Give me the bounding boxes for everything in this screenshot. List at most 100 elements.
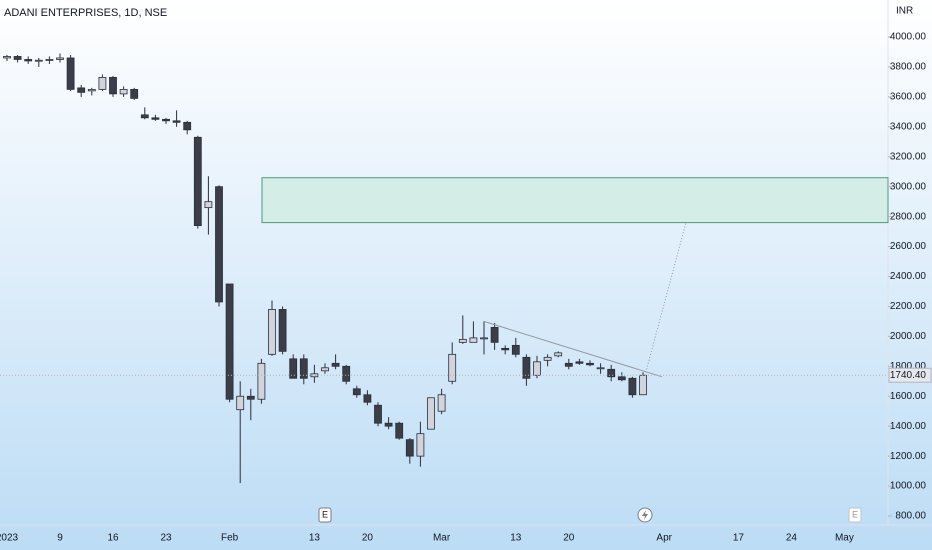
candle-body <box>384 422 393 427</box>
candle-body <box>554 352 563 357</box>
last-price-box <box>888 367 932 383</box>
candle-body <box>617 376 626 381</box>
candle-body <box>374 404 382 424</box>
x-tick-label: 16 <box>107 533 119 544</box>
y-tick-label: 3600.00 <box>890 92 927 103</box>
y-tick-label: 2200.00 <box>890 301 927 312</box>
candle-body <box>448 353 457 382</box>
candle-body <box>162 118 170 122</box>
event-icon[interactable]: E <box>318 507 332 523</box>
x-tick-label: Apr <box>656 533 672 544</box>
x-tick-label: Mar <box>433 533 451 544</box>
y-tick-label: 2000.00 <box>890 331 927 342</box>
zone <box>261 177 889 224</box>
candle-body <box>437 394 446 412</box>
x-tick-label: 20 <box>563 533 575 544</box>
candle-body <box>24 59 33 62</box>
candle-body <box>533 361 541 376</box>
candle-body <box>34 59 43 62</box>
candle-body <box>257 362 266 400</box>
x-tick-label: 23 <box>160 533 172 544</box>
candle-body <box>363 394 372 403</box>
candle-body <box>480 337 488 340</box>
y-tick-label: 3200.00 <box>890 151 927 162</box>
y-tick-label: 1600.00 <box>890 391 927 402</box>
candle-body <box>395 422 404 439</box>
candle-body <box>151 117 160 120</box>
y-tick-label: 4000.00 <box>890 32 927 43</box>
icon-frame <box>318 507 332 523</box>
candle-body <box>543 356 552 361</box>
y-tick-label: 1200.00 <box>890 451 927 462</box>
icon-text: E <box>322 509 328 519</box>
candle-body <box>501 347 510 351</box>
candle-body <box>204 201 213 209</box>
y-tick-label: 3800.00 <box>890 62 927 73</box>
candle-body <box>575 361 584 364</box>
candle-body <box>331 362 340 367</box>
x-tick-label: 2023 <box>0 533 19 544</box>
y-tick-label: 800.00 <box>895 511 926 522</box>
candle-body <box>299 358 308 379</box>
candle-body <box>490 326 499 343</box>
icon-text: E <box>852 509 858 519</box>
candle-body <box>405 439 414 457</box>
candle-body <box>628 377 637 396</box>
candle-body <box>458 338 467 343</box>
candle-body <box>130 88 139 99</box>
dividend-icon[interactable] <box>637 507 653 523</box>
x-tick-label: 9 <box>57 533 63 544</box>
candle-body <box>56 57 64 60</box>
candle-body <box>586 362 594 366</box>
x-tick-label: 13 <box>309 533 321 544</box>
candle-body <box>183 121 192 131</box>
candle-body <box>321 367 329 372</box>
x-tick-label: 20 <box>362 533 374 544</box>
candle-body <box>246 395 255 400</box>
candle-body <box>193 136 202 227</box>
y-axis-label: INR <box>896 6 913 17</box>
chart-title: ADANI ENTERPRISES, 1D, NSE <box>4 7 167 19</box>
candle-body <box>639 374 647 396</box>
candle-body <box>268 309 276 355</box>
x-tick-label: 24 <box>786 533 798 544</box>
candle-body <box>522 356 531 379</box>
candle-body <box>98 77 107 90</box>
candle-body <box>236 395 245 411</box>
y-tick-label: 2600.00 <box>890 241 927 252</box>
icon-frame <box>848 507 862 523</box>
candle-body <box>3 56 11 59</box>
candle-body <box>140 114 149 119</box>
y-tick-label: 3400.00 <box>890 121 927 132</box>
candle-body <box>13 56 22 60</box>
candle-body <box>172 120 181 123</box>
y-tick-label: 1000.00 <box>890 481 927 492</box>
trendline <box>483 320 663 378</box>
candle-body <box>66 57 75 90</box>
candle-body <box>45 59 54 61</box>
last-price-label: 1740.40 <box>890 370 927 381</box>
candle-body <box>109 77 117 95</box>
y-tick-label: 3000.00 <box>890 181 927 192</box>
candle-body <box>427 397 435 430</box>
candle-body <box>607 368 616 378</box>
candle-body <box>289 358 298 379</box>
x-tick-label: 13 <box>510 533 522 544</box>
candle-body <box>77 87 86 93</box>
y-tick-label: 2800.00 <box>890 211 927 222</box>
y-tick-label: 2400.00 <box>890 271 927 282</box>
candle-body <box>278 309 287 352</box>
candle-body <box>87 88 96 92</box>
x-tick-label: May <box>835 533 854 544</box>
candle-body <box>469 337 478 343</box>
y-tick-label: 1400.00 <box>890 421 927 432</box>
candle-body <box>511 344 520 355</box>
candle-body <box>342 365 351 382</box>
icon-glyph <box>642 510 648 520</box>
candle-body <box>564 362 573 367</box>
candle-body <box>596 367 605 370</box>
candle-body <box>310 373 319 378</box>
event-icon[interactable]: E <box>848 507 862 523</box>
